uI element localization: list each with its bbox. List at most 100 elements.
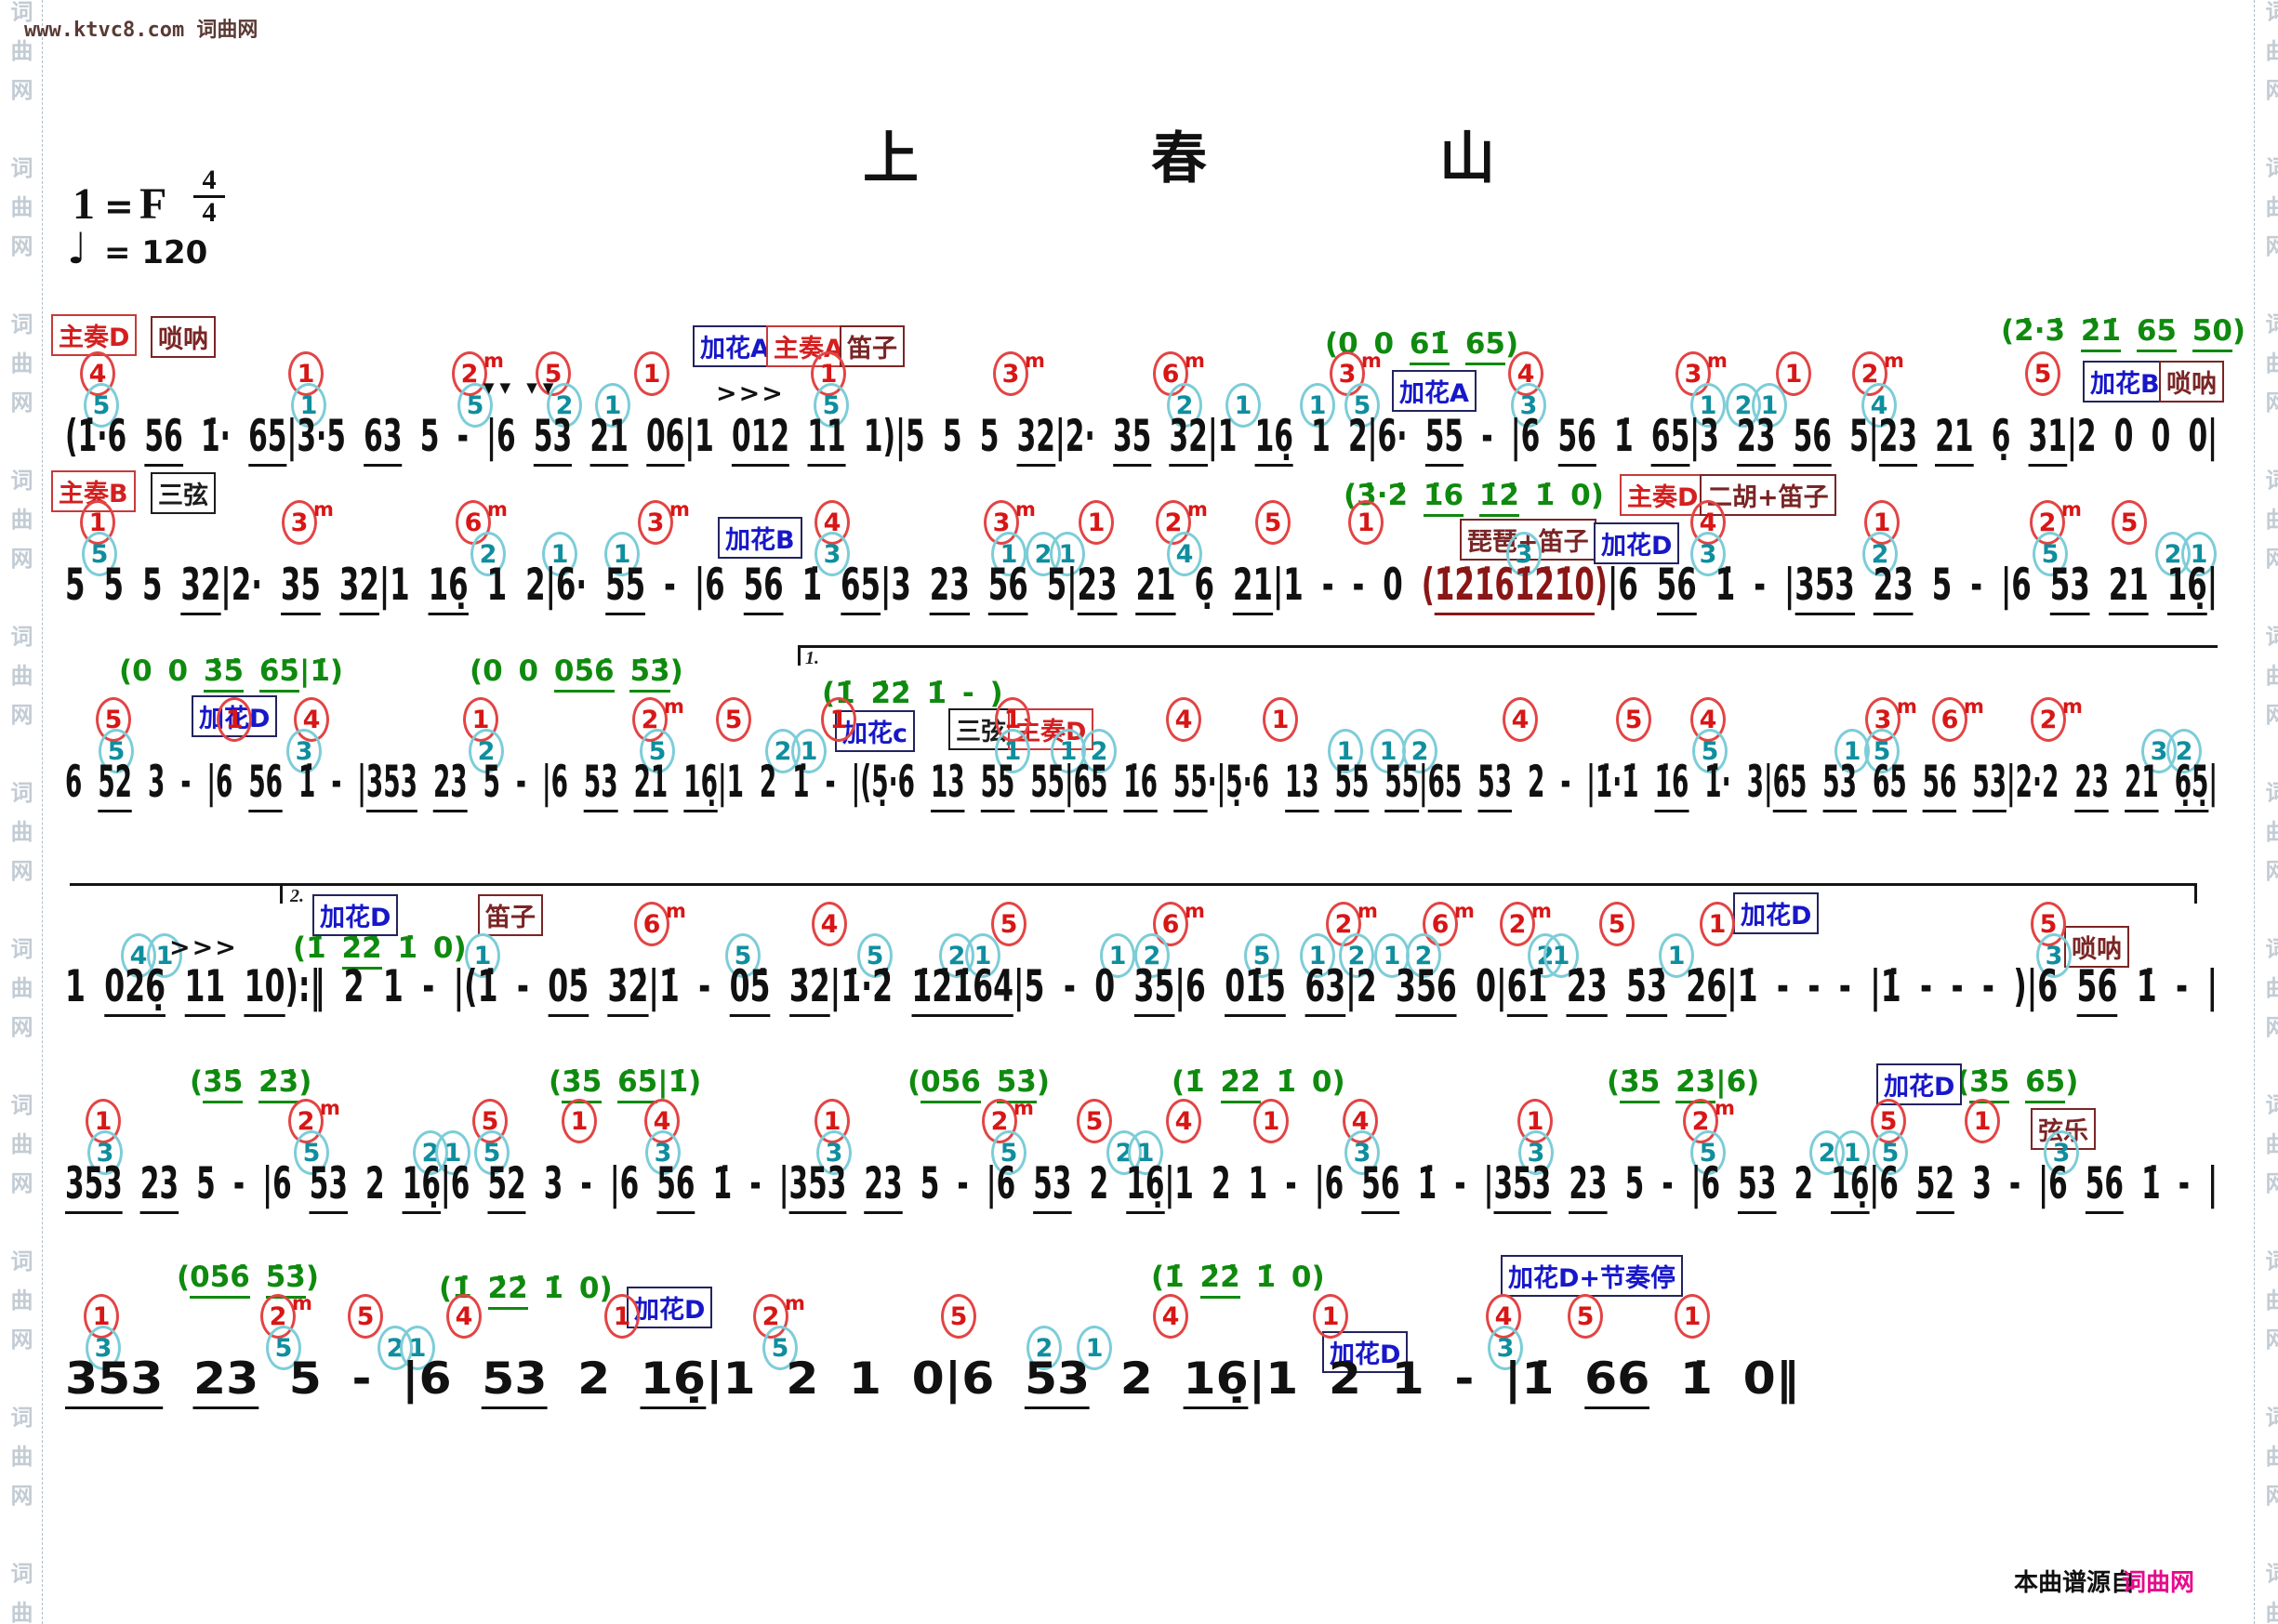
volta-bracket-2	[70, 883, 283, 908]
notation-text: 1̇	[1880, 961, 1901, 1012]
minor-m-mark: m	[320, 1097, 340, 1119]
beamed-note-group: 05̇	[548, 961, 589, 1017]
notation-text: 1̇	[298, 757, 316, 808]
green-fill-phrase: (05̇6̇ 5̇3̇)	[177, 1261, 319, 1299]
beamed-note-group: 53	[482, 1353, 548, 1409]
notation-text	[1555, 479, 1570, 512]
green-fill-phrase: (3̇5̇ 6̇5̇)	[1956, 1065, 2078, 1103]
notation-text	[124, 560, 142, 611]
beamed-note-group: 353	[1795, 560, 1855, 615]
beamed-note-group: 23	[1077, 560, 1118, 615]
notation-text: 1	[65, 961, 86, 1012]
notation-text: ·	[1612, 757, 1622, 808]
beamed-note-group: 55	[980, 757, 1015, 812]
beamed-note-group: 2̇6	[1686, 961, 1728, 1017]
beamed-note-group: 65	[1427, 757, 1463, 812]
notation-text: 1̇	[658, 961, 680, 1012]
notation-text: 1̇	[792, 757, 810, 808]
minor-m-mark: m	[1185, 350, 1205, 372]
notation-text	[1240, 1261, 1256, 1294]
notation-text: 5	[1624, 1158, 1645, 1209]
notation-text: 1	[1248, 1158, 1268, 1209]
beamed-note-group: 2̇3̇	[258, 1065, 299, 1103]
circle-number: 3	[87, 1130, 123, 1175]
notation-text	[1205, 1065, 1221, 1099]
beamed-note-group: 353	[1493, 1158, 1552, 1214]
melody-segment: 353 23 5 - |6 53 2 16̣|1 2 1 0|6 53 2 16…	[65, 1353, 1799, 1409]
notation-text	[250, 1261, 266, 1294]
circle-number: 5	[1690, 1130, 1726, 1175]
circle-number: 5	[2033, 532, 2068, 576]
circle-number: 1	[1965, 1099, 2000, 1143]
notation-text	[1917, 411, 1935, 462]
notation-text: 1	[1174, 1158, 1194, 1209]
circle-number: 3	[1511, 383, 1546, 428]
notation-text	[1775, 411, 1793, 462]
beamed-note-group: 2̇2̇	[1199, 1261, 1240, 1299]
minor-m-mark: m	[313, 498, 334, 521]
notation-text: 2	[2041, 757, 2059, 808]
accent-marks: >>>	[169, 933, 238, 962]
notation-text	[1450, 327, 1465, 361]
notation-text: 3	[891, 560, 911, 611]
notation-text: 6	[1701, 1158, 1721, 1209]
notation-text: - |	[499, 757, 551, 808]
circle-number: 2	[1026, 1326, 1062, 1370]
accent-marks: >>>	[716, 379, 785, 408]
beamed-note-group: 1̇2̇1̇64	[911, 961, 1014, 1017]
notation-text: -	[679, 961, 730, 1012]
notation-text: 1̇	[1185, 1065, 1205, 1099]
notation-text	[744, 757, 760, 808]
finger-circle-red: 1	[1348, 500, 1384, 545]
finger-circle-teal: 5	[82, 532, 117, 576]
circle-number: 1	[542, 532, 577, 576]
notation-text: ·	[1397, 411, 1425, 462]
notation-text: - |	[645, 560, 706, 611]
notation-text	[2124, 1158, 2141, 1209]
instrument-label-box: 加花D	[1876, 1063, 1963, 1105]
beamed-note-group: 21	[1232, 560, 1273, 615]
notation-text: - |	[2156, 961, 2218, 1012]
finger-circle-teal: 2	[1134, 933, 1170, 978]
notation-text: 0	[518, 654, 539, 688]
circle-number: 2	[1081, 729, 1117, 773]
circle-number: 3	[286, 729, 322, 773]
minor-m-mark: m	[1013, 1097, 1034, 1119]
circle-number: 1	[1675, 1294, 1710, 1339]
beamed-note-group: 65	[1073, 757, 1108, 812]
notation-text	[776, 757, 792, 808]
beamed-note-group: 56	[743, 560, 784, 615]
circle-number: 5	[725, 933, 761, 978]
notation-text: 2	[2015, 757, 2033, 808]
finger-circle-teal: 5	[457, 383, 493, 428]
circle-number: 3	[1518, 1130, 1554, 1175]
notation-text	[999, 411, 1016, 462]
notation-text: |	[1174, 961, 1185, 1012]
tempo-marking: = 120	[104, 234, 208, 271]
meter-denominator: 4	[202, 197, 217, 228]
finger-circle-teal: 2	[1402, 729, 1437, 773]
notation-text	[1015, 1158, 1033, 1209]
notation-text: 2̇	[872, 961, 894, 1012]
notation-text: 0	[2113, 411, 2134, 462]
notation-text	[1090, 1353, 1120, 1405]
notation-text	[403, 411, 420, 462]
beamed-note-group: 21	[1935, 411, 1974, 467]
minor-m-mark: m	[664, 695, 684, 718]
minor-m-mark: m	[1964, 695, 1984, 718]
finger-circle-teal: 1	[1300, 383, 1335, 428]
notation-text: 1̇	[1417, 1158, 1437, 1209]
notation-text	[1689, 757, 1704, 808]
notation-text	[695, 1158, 713, 1209]
finger-circle-teal: 1	[604, 532, 640, 576]
beamed-note-group: 16̣	[1183, 1353, 1249, 1409]
circle-number: 3	[816, 1130, 852, 1175]
beamed-note-group: 1̇2̇1̇61̇2̇1̇0	[1434, 560, 1595, 615]
notation-text	[232, 757, 248, 808]
circle-number: 5	[348, 1294, 383, 1339]
beamed-note-group: 16̣	[1254, 411, 1293, 467]
notation-text: 2	[1211, 1158, 1231, 1209]
finger-circle-teal: 5	[1864, 729, 1900, 773]
minor-m-mark: m	[1358, 900, 1378, 922]
